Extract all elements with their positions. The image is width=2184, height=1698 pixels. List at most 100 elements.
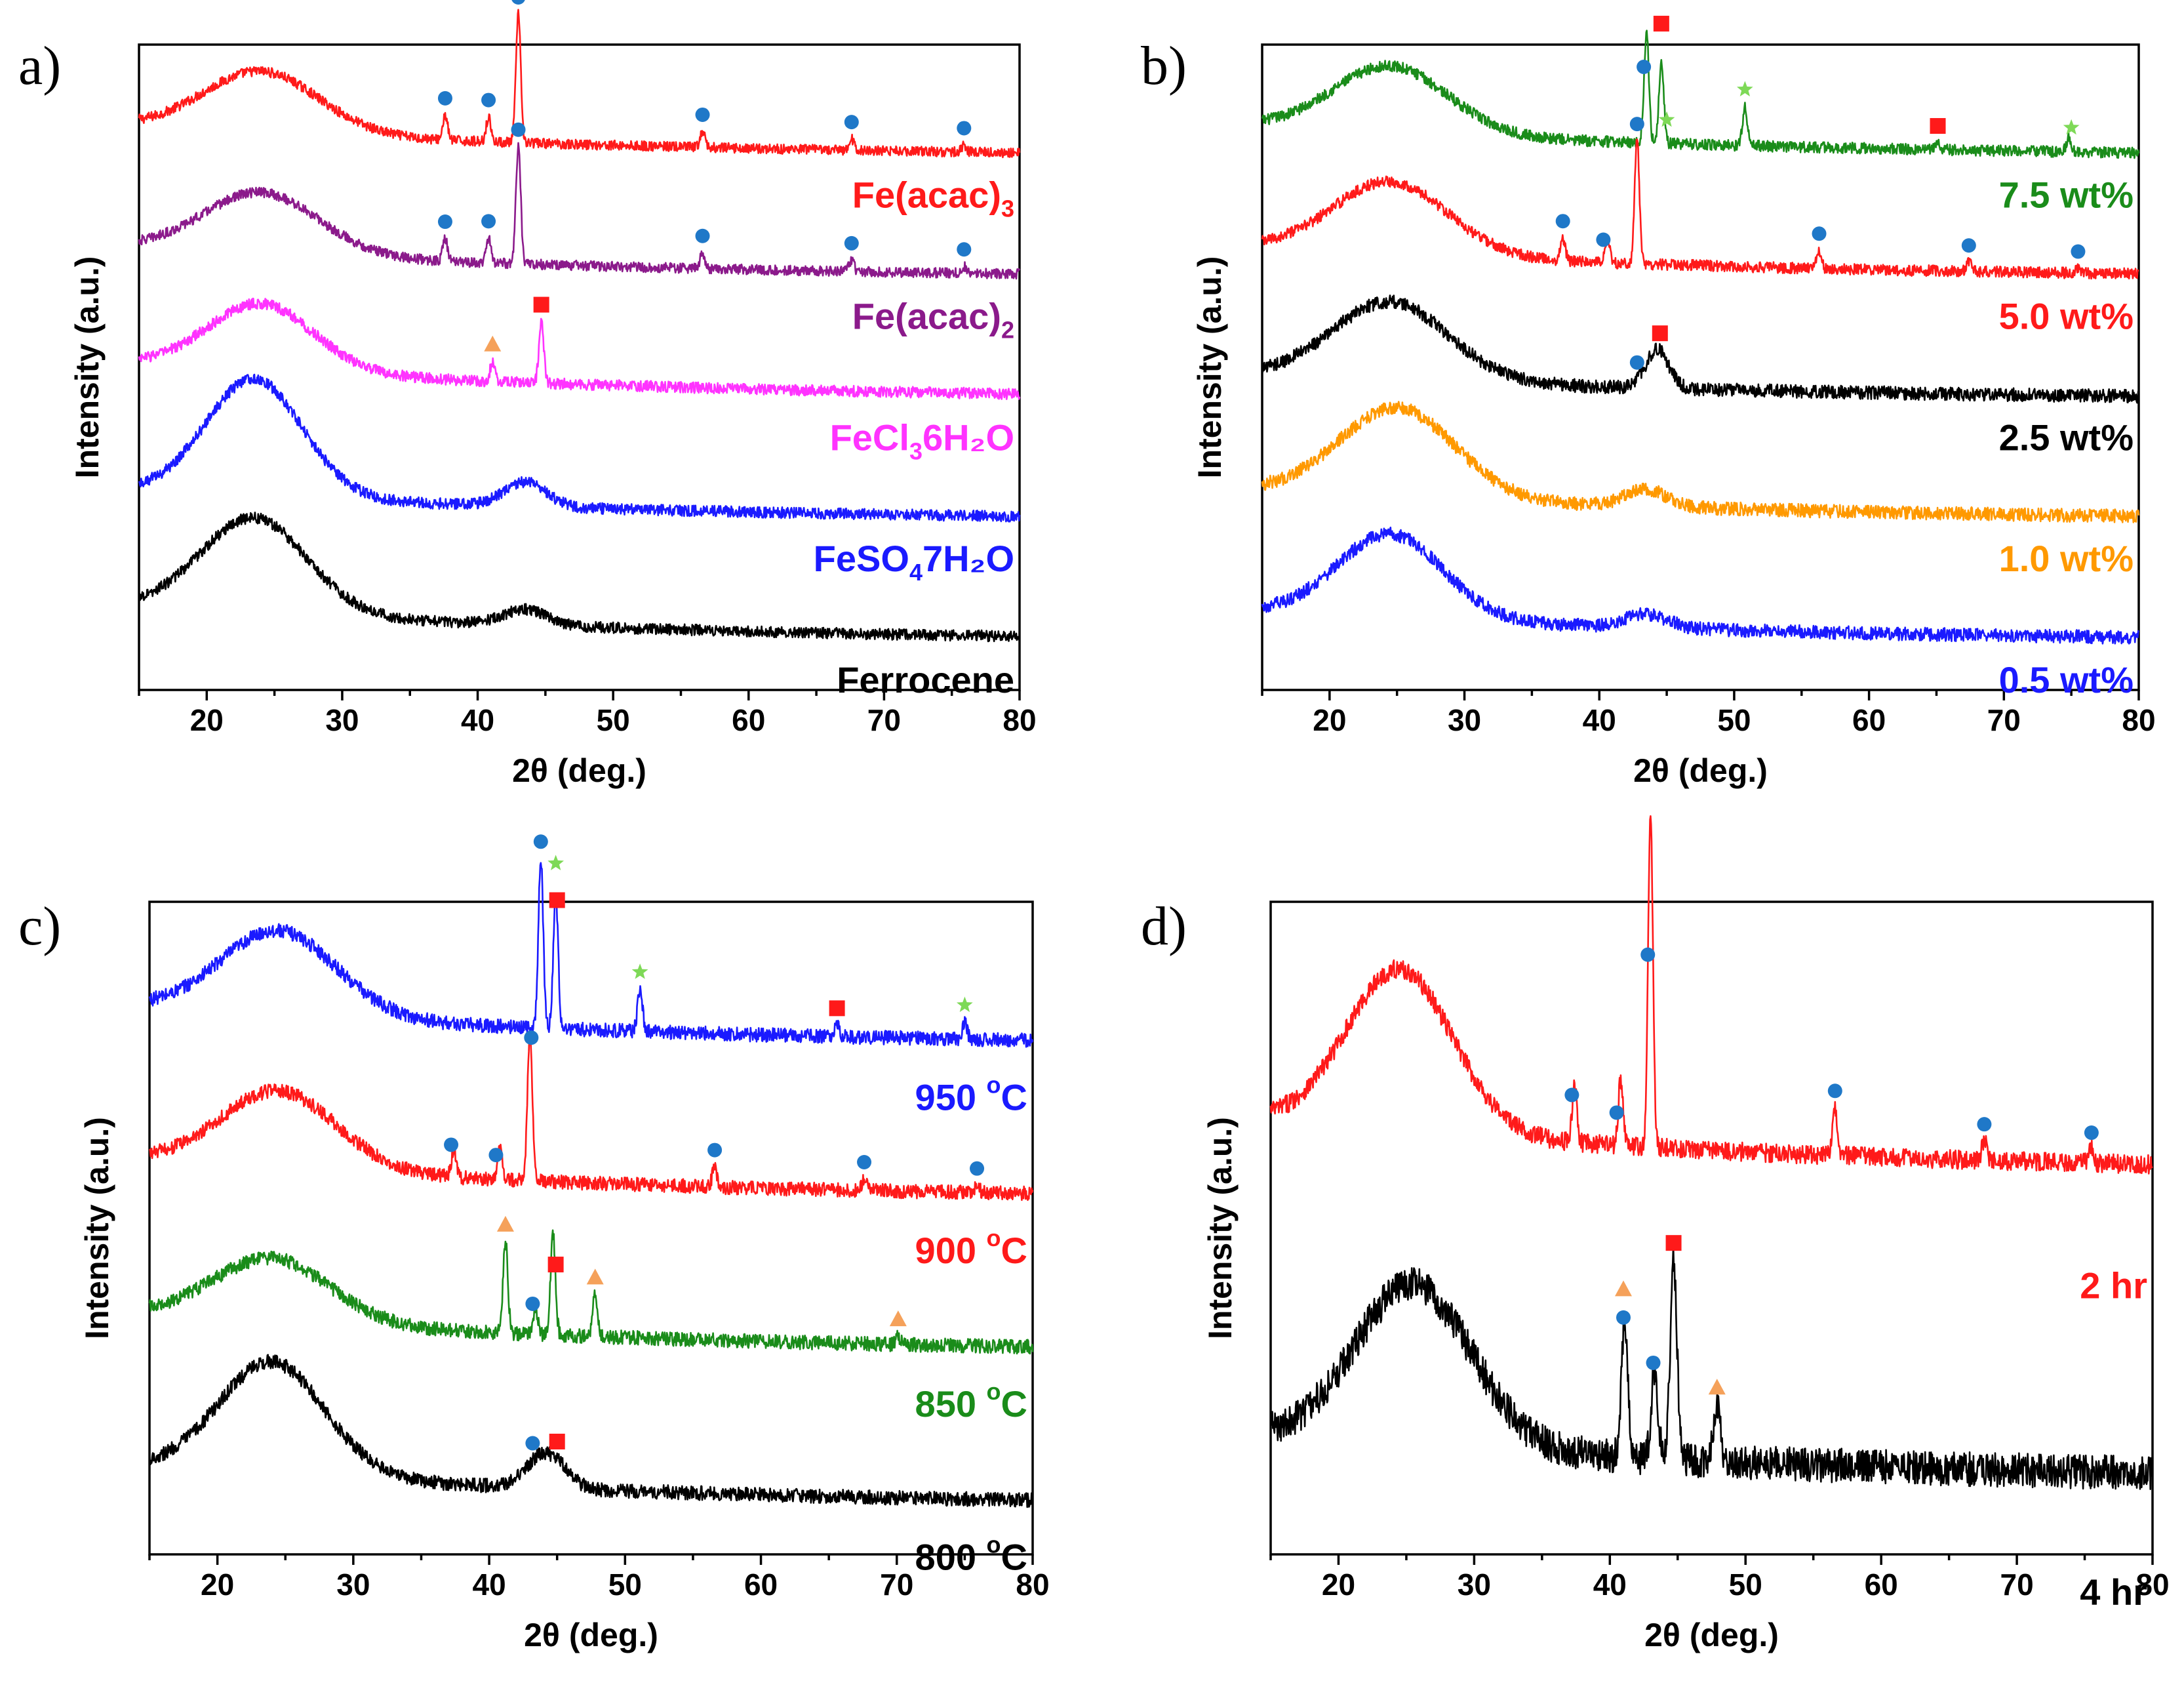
circle-marker-icon	[970, 1161, 985, 1176]
x-tick-label: 30	[1458, 1567, 1491, 1602]
square-marker-icon	[1930, 118, 1946, 134]
x-axis-label: 2θ (deg.)	[524, 1617, 658, 1653]
series-label: 7.5 wt%	[1999, 174, 2134, 216]
x-tick-label: 80	[1003, 703, 1036, 737]
series-label: 850 oC	[915, 1378, 1027, 1425]
plot-frame	[1269, 900, 2154, 1556]
triangle-marker-icon	[889, 1310, 907, 1327]
circle-marker-icon	[533, 834, 548, 849]
circle-marker-icon	[1629, 117, 1644, 132]
plot-frame	[148, 900, 1034, 1556]
circle-marker-icon	[844, 115, 859, 130]
triangle-marker-icon	[586, 1268, 604, 1285]
x-tick-label: 50	[597, 703, 630, 737]
circle-marker-icon	[524, 1030, 539, 1045]
series-label: 0.5 wt%	[1999, 659, 2134, 700]
circle-marker-icon	[437, 214, 452, 230]
y-axis-label: Intensity (a.u.)	[1191, 256, 1228, 479]
series-label: 2 hr	[2080, 1265, 2147, 1306]
series-line	[138, 297, 1021, 400]
circle-marker-icon	[1977, 1117, 1992, 1132]
x-axis-label: 2θ (deg.)	[512, 752, 646, 789]
x-tick-label: 40	[472, 1567, 506, 1602]
square-marker-icon	[549, 1433, 565, 1449]
circle-marker-icon	[511, 122, 526, 137]
plot-frame	[138, 43, 1021, 691]
series-label: 900 oC	[915, 1224, 1027, 1271]
series-line	[1269, 815, 2153, 1175]
circle-marker-icon	[525, 1296, 540, 1311]
series-line	[148, 862, 1034, 1048]
series-label: 950 oC	[915, 1071, 1027, 1118]
circle-marker-icon	[481, 214, 496, 229]
star-marker-icon	[1737, 81, 1753, 96]
x-tick-label: 50	[608, 1567, 642, 1602]
series-line	[1261, 138, 2139, 280]
circle-marker-icon	[1812, 226, 1827, 241]
series-line	[148, 1031, 1034, 1202]
x-tick-label: 20	[1322, 1567, 1355, 1602]
chart-panel-4: d) 20 30 40 50 60 70 80 2θ (deg.) Intensity (a.u.…	[1141, 815, 2170, 1653]
circle-marker-icon	[844, 235, 859, 251]
x-tick-label: 30	[325, 703, 359, 737]
x-tick-label: 20	[1313, 703, 1346, 737]
panel-label: d)	[1141, 896, 1187, 957]
x-tick-label: 60	[732, 703, 765, 737]
triangle-marker-icon	[484, 335, 502, 352]
circle-marker-icon	[957, 121, 972, 136]
x-tick-label: 70	[880, 1567, 913, 1602]
x-tick-label: 30	[336, 1567, 370, 1602]
series-label: Fe(acac)3	[852, 174, 1014, 222]
circle-marker-icon	[511, 0, 525, 5]
circle-marker-icon	[2071, 244, 2086, 259]
series-label: Ferrocene	[837, 659, 1014, 700]
x-axis-label: 2θ (deg.)	[1633, 752, 1768, 789]
circle-marker-icon	[957, 242, 972, 257]
series-line	[138, 373, 1021, 523]
circle-marker-icon	[1564, 1087, 1579, 1102]
series-label: 5.0 wt%	[1999, 296, 2134, 337]
star-marker-icon	[2063, 119, 2080, 135]
x-tick-label: 60	[744, 1567, 778, 1602]
series-label: 2.5 wt%	[1999, 416, 2134, 458]
series-line	[1261, 401, 2140, 523]
x-tick-label: 20	[190, 703, 224, 737]
circle-marker-icon	[488, 1148, 504, 1163]
x-tick-label: 70	[867, 703, 901, 737]
triangle-marker-icon	[1615, 1280, 1632, 1297]
x-tick-label: 70	[2000, 1567, 2033, 1602]
series-line	[1261, 527, 2140, 645]
series-line	[138, 142, 1021, 280]
series-line	[1269, 1244, 2154, 1490]
circle-marker-icon	[1646, 1355, 1661, 1370]
plot-frame	[1261, 43, 2140, 691]
triangle-marker-icon	[496, 1215, 514, 1232]
star-marker-icon	[957, 996, 973, 1013]
circle-marker-icon	[437, 91, 452, 106]
x-tick-label: 80	[2122, 703, 2155, 737]
chart-panel-3: c) 20 30 40 50 60 70 80 2θ (deg.) Intensity (a.u.…	[18, 834, 1050, 1653]
circle-marker-icon	[1640, 947, 1656, 962]
panel-label: c)	[18, 896, 61, 957]
series-line	[138, 512, 1021, 643]
series-label: FeCl36H₂O	[830, 416, 1014, 464]
x-tick-label: 50	[1729, 1567, 1762, 1602]
star-marker-icon	[631, 963, 648, 979]
chart-panel-2: b) 20 30 40 50 60 70 80 2θ (deg.) Intensity (a.u.…	[1141, 16, 2156, 789]
series-label: FeSO47H₂O	[814, 538, 1014, 586]
circle-marker-icon	[481, 92, 496, 108]
x-tick-label: 40	[1593, 1567, 1627, 1602]
square-marker-icon	[1653, 16, 1669, 32]
circle-marker-icon	[1827, 1083, 1842, 1099]
x-tick-label: 40	[1583, 703, 1616, 737]
circle-marker-icon	[444, 1137, 459, 1152]
x-axis-label: 2θ (deg.)	[1644, 1617, 1779, 1653]
circle-marker-icon	[1637, 60, 1652, 75]
series-line	[1261, 30, 2140, 159]
chart-panel-1: a) 20 30 40 50 60 70 80 2θ (deg.) Intensity (a.u.…	[18, 0, 1037, 789]
triangle-marker-icon	[1708, 1379, 1726, 1395]
circle-marker-icon	[2084, 1125, 2099, 1141]
y-axis-label: Intensity (a.u.)	[1202, 1117, 1239, 1339]
y-axis-label: Intensity (a.u.)	[69, 256, 106, 479]
